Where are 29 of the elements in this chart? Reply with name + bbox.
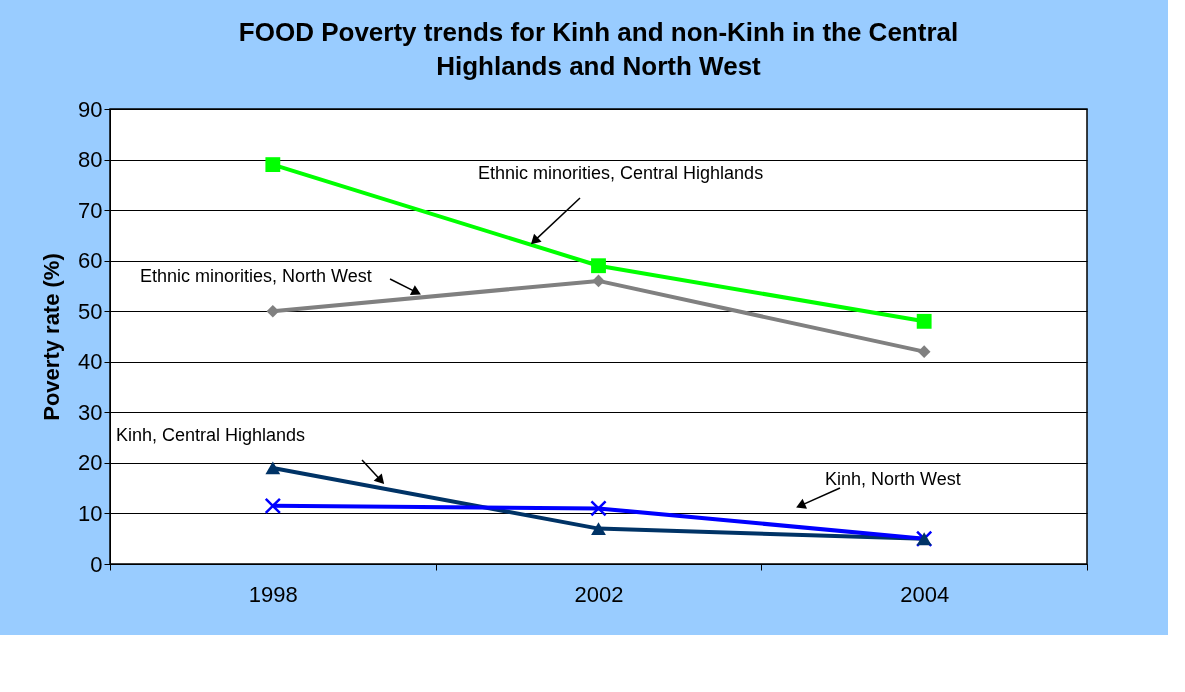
y-tick-label: 60	[78, 248, 103, 274]
series-label: Ethnic minorities, North West	[140, 266, 372, 286]
y-tick-label: 10	[78, 500, 103, 526]
y-tick-label: 90	[78, 96, 103, 122]
point	[590, 500, 607, 517]
y-axis-title: Poverty rate (%)	[39, 253, 65, 421]
point	[265, 461, 281, 475]
y-tick-label: 80	[78, 147, 103, 173]
y-tick-label: 0	[90, 551, 103, 577]
x-tick-label: 1998	[248, 581, 298, 607]
x-tick-label: 2002	[574, 581, 624, 607]
x-tick-label: 2004	[900, 581, 950, 607]
point	[591, 522, 606, 536]
chart-title: FOOD Poverty trends for Kinh and non-Kinh in the Central Highlands and North West	[238, 17, 959, 81]
point	[591, 258, 606, 274]
y-tick-label: 20	[78, 450, 103, 476]
text: Ethnic minorities, Central Highlands	[478, 163, 764, 183]
y-tick-label: 30	[78, 399, 103, 425]
y-tick-label: 70	[78, 197, 103, 223]
point	[264, 497, 282, 515]
point	[592, 274, 605, 288]
point	[916, 313, 932, 329]
point	[265, 157, 281, 173]
y-tick-label: 40	[78, 349, 103, 375]
y-tick-label: 50	[78, 298, 103, 324]
series-label: Kinh, Central Highlands	[116, 425, 306, 445]
point	[266, 304, 280, 318]
text: Kinh, North West	[825, 469, 961, 489]
point	[917, 345, 931, 358]
